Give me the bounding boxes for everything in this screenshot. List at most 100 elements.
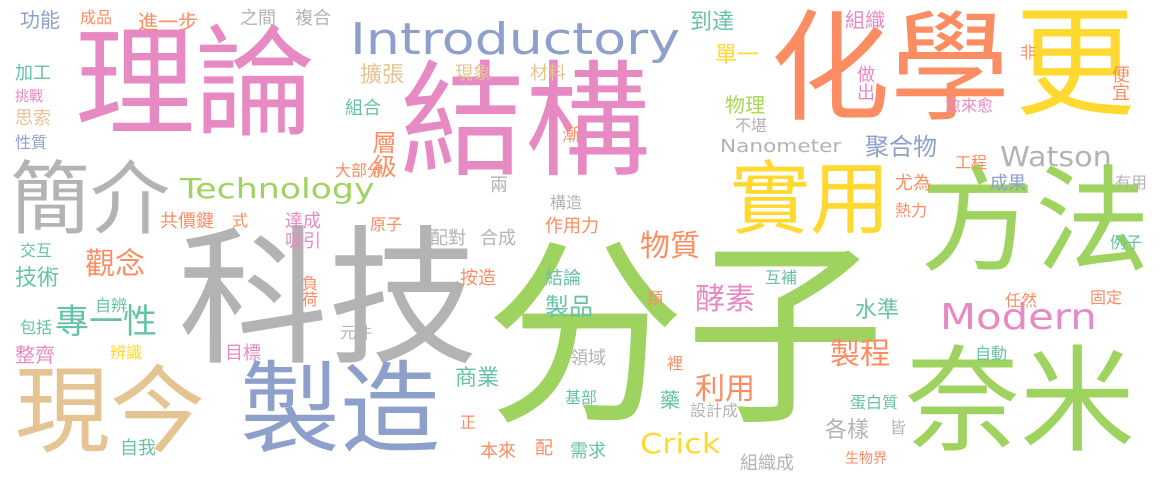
word-19: 專一性 [55,302,157,342]
word-79: 元件 [340,323,373,342]
word-1: 分子 [485,221,886,454]
word-86: 自動 [975,344,1008,363]
word-7: 方法 [920,155,1151,289]
word-91: 設計成 [690,401,739,420]
word-36: 現象 [455,63,491,84]
word-23: 利用 [695,372,755,407]
word-29: 各樣 [825,418,870,443]
word-24: 製程 [830,337,890,372]
word-63: 合成 [480,228,516,249]
word-93: 皆 [890,418,907,437]
word-89: 藥 [660,388,680,412]
word-73: 自辨 [95,296,128,315]
word-6: 更 [1015,0,1135,134]
word-47: 之間 [240,8,276,29]
word-53: 漸 [559,125,580,143]
word-9: 製造 [240,351,440,468]
word-42: 愈來愈 [945,96,994,115]
word-27: 製品 [545,293,593,321]
word-13: Introductory [350,14,680,65]
word-45: 功能 [20,8,60,32]
word-31: 到達 [690,10,735,35]
word-85: 固定 [1090,288,1123,307]
word-69: 有用 [1115,173,1148,192]
word-96: 配 [535,438,553,459]
word-20: 觀念 [85,247,145,282]
word-68: 熱力 [895,201,928,220]
word-52: 性質 [15,133,48,152]
word-46: 成品 [80,8,113,27]
word-15: Watson [1000,140,1112,173]
word-81: 結論 [545,268,581,289]
word-3: 結構 [400,50,650,195]
word-39: 物理 [725,93,765,117]
word-92: 蛋白質 [850,393,899,412]
word-55: 兩 [490,175,508,196]
word-80: 按造 [460,268,496,289]
word-22: 酵素 [695,282,755,317]
word-8: 奈米 [905,335,1136,469]
word-4: 理論 [75,15,315,154]
word-57: 共價鍵 [160,211,214,232]
word-10: 現今 [15,357,206,467]
word-33: 組織 [845,8,885,32]
word-94: 正 [460,413,477,432]
word-76: 辨識 [110,343,143,362]
word-25: 聚合物 [865,133,937,161]
word-44: 非 [1020,43,1037,62]
word-43: 便宜 [1109,65,1130,101]
word-51: 思索 [15,108,51,129]
word-78: 負荷 [299,275,318,307]
word-98: 組織成 [740,453,794,474]
word-37: 材料 [530,63,566,84]
word-97: 需求 [570,441,606,462]
word-90: 裡 [664,355,683,371]
word-2: 科技 [178,213,479,387]
word-11: 實用 [730,153,890,246]
word-58: 式 [232,211,249,230]
word-59: 達成 [285,211,321,232]
word-60: 吸引 [285,231,321,252]
word-65: 工程 [955,153,988,172]
word-18: Nanometer [720,136,842,157]
word-75: 整齊 [15,343,55,367]
word-14: Modern [940,297,1097,338]
word-56: 構造 [550,193,583,212]
word-67: 成果 [990,173,1026,194]
word-26: 層級 [368,130,396,178]
word-28: 水準 [855,298,900,323]
word-21: 物質 [640,229,700,264]
word-35: 擴張 [360,63,405,88]
word-66: 尤為 [895,173,931,194]
word-61: 原子 [370,215,403,234]
word-74: 包括 [20,318,53,337]
word-40: 不堪 [735,116,768,135]
word-16: Technology [180,172,375,205]
word-62: 配對 [430,228,466,249]
word-100: 自我 [120,438,156,459]
word-54: 大部分 [335,161,384,180]
word-48: 複合 [295,8,331,29]
word-88: 基部 [565,388,598,407]
word-83: 互補 [765,268,798,287]
word-30: 商業 [455,366,500,391]
word-99: 生物界 [845,451,887,467]
word-17: Crick [640,427,721,460]
word-41: 做出 [854,65,875,101]
word-38: 組合 [345,98,381,119]
word-49: 加工 [15,63,51,84]
word-72: 技術 [15,266,60,291]
word-64: 作用力 [545,216,599,237]
word-82: 類 [644,290,663,306]
word-84: 任然 [1005,291,1038,310]
word-5: 化學 [770,0,1010,139]
word-77: 目標 [225,343,261,364]
word-32: 單一 [715,43,760,68]
word-70: 例子 [1110,233,1143,252]
word-95: 本來 [480,441,516,462]
word-71: 交互 [20,241,53,260]
word-87: 領域 [570,348,606,369]
word-50: 挑戰 [15,89,43,105]
word-12: 簡介 [10,153,170,246]
